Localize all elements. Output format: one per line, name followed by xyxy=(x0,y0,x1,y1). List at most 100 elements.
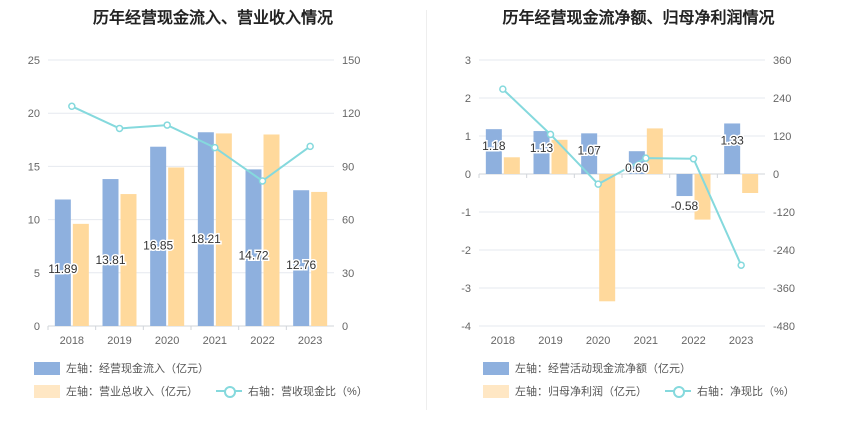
legend-label: 左轴：经营活动现金流净额（亿元） xyxy=(515,363,691,375)
bar-right-primary xyxy=(676,174,693,197)
bar-left-primary xyxy=(293,190,310,326)
left-axis-tick-label: 1 xyxy=(465,131,471,143)
left-axis-tick-label: -1 xyxy=(461,207,471,219)
bar-right-primary xyxy=(533,131,550,174)
bar-left-primary xyxy=(245,169,262,326)
legend-label: 左轴：经营现金流入（亿元） xyxy=(66,363,209,375)
bar-left-primary xyxy=(54,199,71,326)
bar-left-secondary xyxy=(168,167,185,326)
bar-left-secondary xyxy=(72,223,89,326)
right-axis-tick-label: 150 xyxy=(342,55,360,67)
legend-label: 左轴：归母净利润（亿元） xyxy=(515,386,647,398)
ratio-line-point xyxy=(306,142,314,151)
legend-label: 左轴：营业总收入（亿元） xyxy=(66,386,198,398)
legend-swatch-line xyxy=(665,385,691,398)
legend-swatch-line xyxy=(216,385,242,398)
bar-value-label: 16.85 xyxy=(143,238,173,252)
left-axis-tick-label: -2 xyxy=(461,245,471,257)
left-axis-tick-label: 3 xyxy=(465,55,471,67)
legend-item-net-profit[interactable]: 左轴：归母净利润（亿元） xyxy=(483,383,647,399)
right-chart-title: 历年经营现金流净额、归母净利润情况 xyxy=(502,10,775,27)
ratio-line-point xyxy=(258,177,267,185)
x-axis-tick-label: 2023 xyxy=(729,335,753,347)
bar-left-primary xyxy=(102,179,119,326)
ratio-line-point xyxy=(163,121,171,129)
left-chart-plot: 0 5 10 15 20 25 0 30 60 90 120 150 2018 2019 2020 2021 2… xyxy=(28,55,361,347)
left-chart-title: 历年经营现金流入、营业收入情况 xyxy=(92,10,333,27)
bar-left-secondary xyxy=(263,134,280,326)
left-axis-tick-label: 0 xyxy=(34,321,40,333)
right-axis-tick-label: -480 xyxy=(773,321,795,333)
x-axis-tick-label: 2022 xyxy=(250,335,274,347)
bar-right-secondary xyxy=(742,174,759,193)
ratio-line-point xyxy=(546,130,555,139)
left-legend-row-1: 左轴：经营现金流入（亿元） xyxy=(34,360,227,376)
x-axis-tick-label: 2021 xyxy=(634,335,658,347)
bar-right-primary xyxy=(581,133,598,174)
right-axis-tick-label: 30 xyxy=(342,268,354,280)
x-axis-tick-label: 2018 xyxy=(491,335,515,347)
bar-value-label: 18.21 xyxy=(191,232,221,246)
right-axis-tick-label: 60 xyxy=(342,215,354,227)
ratio-line-point xyxy=(499,85,507,93)
right-axis-tick-label: 0 xyxy=(773,169,779,181)
x-axis-tick-label: 2019 xyxy=(107,335,131,347)
left-axis-tick-label: 2 xyxy=(465,93,471,105)
ratio-line-point xyxy=(115,124,124,133)
legend-swatch-blue xyxy=(34,361,60,375)
right-axis-tick-label: 360 xyxy=(773,55,791,67)
bar-value-label: 1.33 xyxy=(720,133,744,147)
ratio-line-point xyxy=(642,154,650,162)
legend-swatch-blue xyxy=(483,361,509,375)
right-axis-tick-label: 120 xyxy=(342,108,360,120)
bar-value-label: 1.07 xyxy=(577,143,601,157)
bar-left-primary xyxy=(150,146,167,326)
bar-left-primary xyxy=(197,132,214,326)
ratio-line-point xyxy=(689,155,698,163)
legend-swatch-orange xyxy=(34,384,60,398)
legend-item-cash-inflow[interactable]: 左轴：经营现金流入（亿元） xyxy=(34,360,209,376)
left-axis-tick-label: 5 xyxy=(34,268,40,280)
x-axis-tick-label: 2018 xyxy=(60,335,84,347)
right-axis-tick-label: 0 xyxy=(342,321,348,333)
bar-value-label: 1.13 xyxy=(530,141,554,155)
bar-value-label: 13.81 xyxy=(95,253,125,267)
legend-item-net-cash-flow[interactable]: 左轴：经营活动现金流净额（亿元） xyxy=(483,360,691,376)
left-axis-tick-label: 10 xyxy=(28,215,40,227)
legend-item-cash-ratio[interactable]: 右轴：营收现金比（%） xyxy=(216,383,368,399)
left-axis-tick-label: 15 xyxy=(28,161,40,173)
ratio-line xyxy=(71,105,311,183)
ratio-line-point xyxy=(68,102,76,111)
legend-item-net-cash-ratio[interactable]: 右轴：净现比（%） xyxy=(665,383,795,399)
left-chart-panel: 历年经营现金流入、营业收入情况 0 5 10 15 20 25 0 30 60 90 120 150 2… xyxy=(28,10,386,399)
right-axis-tick-label: 90 xyxy=(342,161,354,173)
bar-value-label: 11.89 xyxy=(48,262,77,276)
right-chart-panel: 历年经营现金流净额、归母净利润情况 -4 -3 -2 -1 0 1 2 3 -480 -360 -2… xyxy=(427,0,850,437)
legend-item-revenue[interactable]: 左轴：营业总收入（亿元） xyxy=(34,383,198,399)
left-axis-tick-label: 0 xyxy=(465,169,471,181)
right-axis-tick-label: -120 xyxy=(773,207,795,219)
x-axis-tick-label: 2022 xyxy=(681,335,705,347)
right-axis-tick-label: -240 xyxy=(773,245,795,257)
right-legend-row-1: 左轴：经营活动现金流净额（亿元） xyxy=(483,360,709,376)
bar-right-primary xyxy=(485,129,502,174)
bar-left-secondary xyxy=(215,133,232,326)
left-legend-row-2: 左轴：营业总收入（亿元） 右轴：营收现金比（%） xyxy=(34,383,386,399)
right-axis-tick-label: -360 xyxy=(773,283,795,295)
x-axis-tick-label: 2023 xyxy=(298,335,322,347)
bar-right-secondary xyxy=(599,174,616,302)
right-legend-row-2: 左轴：归母净利润（亿元） 右轴：净现比（%） xyxy=(483,383,813,399)
ratio-line-point xyxy=(737,261,745,269)
bar-right-secondary xyxy=(646,128,663,174)
panel-divider xyxy=(426,10,427,410)
bar-right-primary xyxy=(724,123,741,174)
bar-value-label: 14.72 xyxy=(238,249,268,263)
left-axis-tick-label: -4 xyxy=(461,321,471,333)
left-axis-tick-label: 25 xyxy=(28,55,40,67)
left-axis-tick-label: 20 xyxy=(28,108,40,120)
bar-value-label: -0.58 xyxy=(671,199,699,213)
bar-value-label: 12.76 xyxy=(286,258,316,272)
right-axis-tick-label: 120 xyxy=(773,131,791,143)
legend-label: 右轴：净现比（%） xyxy=(697,386,795,398)
x-axis-tick-label: 2020 xyxy=(586,335,610,347)
